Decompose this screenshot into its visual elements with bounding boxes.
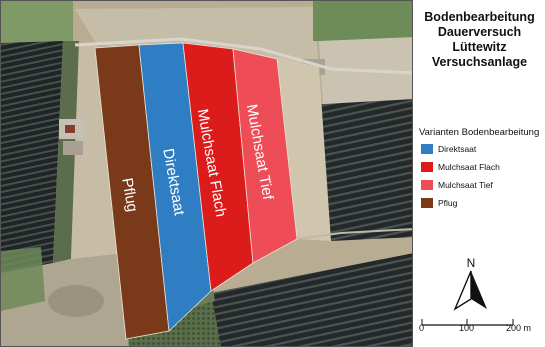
title-line: Lüttewitz <box>452 40 507 54</box>
north-label: N <box>467 256 476 270</box>
map-title: Bodenbearbeitung Dauerversuch Lüttewitz … <box>414 10 545 70</box>
title-line: Versuchsanlage <box>431 55 528 69</box>
legend-item-pflug: Pflug <box>421 196 457 210</box>
legend-item-mulchsaat-tief: Mulchsaat Tief <box>421 178 493 192</box>
scale-label-100: 100 <box>459 323 475 333</box>
legend-swatch <box>421 180 433 190</box>
legend-swatch <box>421 162 433 172</box>
legend-label: Pflug <box>438 198 458 208</box>
north-arrow-icon: N <box>453 256 487 311</box>
field-left-dark <box>1 41 63 273</box>
legend-label: Mulchsaat Flach <box>438 162 500 172</box>
field-right-dark <box>307 99 412 241</box>
north-arrow-half <box>453 270 472 311</box>
field-top <box>75 7 319 67</box>
farm-roof <box>65 125 75 133</box>
legend-title: Varianten Bodenbearbeitung <box>419 127 540 138</box>
road <box>74 37 412 75</box>
side-panel: Bodenbearbeitung Dauerversuch Lüttewitz … <box>414 0 545 347</box>
title-line: Dauerversuch <box>437 25 522 39</box>
field-shadow <box>48 285 104 317</box>
farm-building <box>63 141 83 155</box>
plot-label-pflug: Pflug <box>118 177 141 214</box>
title-line: Bodenbearbeitung <box>424 10 535 24</box>
field-right-strip <box>277 57 331 241</box>
scale-bar: 0 100 200 m <box>414 318 545 347</box>
field-bottom-left-green <box>1 247 45 311</box>
field-top-right-green <box>313 1 412 41</box>
north-arrow-half <box>471 271 487 309</box>
legend-label: Direktsaat <box>438 144 477 154</box>
legend-swatch <box>421 198 433 208</box>
map-panel: Pflug Direktsaat Mulchsaat Flach Mulchsa… <box>0 0 413 347</box>
field-top-left <box>1 1 73 43</box>
plot-mulchsaat-tief <box>232 48 298 264</box>
road-south <box>296 228 412 240</box>
aerial-map: Pflug Direktsaat Mulchsaat Flach Mulchsa… <box>1 1 412 346</box>
legend-swatch <box>421 144 433 154</box>
scale-label-0: 0 <box>419 323 425 333</box>
scale-label-200: 200 m <box>506 323 532 333</box>
legend-label: Mulchsaat Tief <box>438 180 493 190</box>
field-bottom-dark <box>211 253 412 346</box>
legend-item-mulchsaat-flach: Mulchsaat Flach <box>421 160 500 174</box>
scale-bar-line <box>421 319 514 326</box>
legend-item-direktsaat: Direktsaat <box>421 142 476 156</box>
